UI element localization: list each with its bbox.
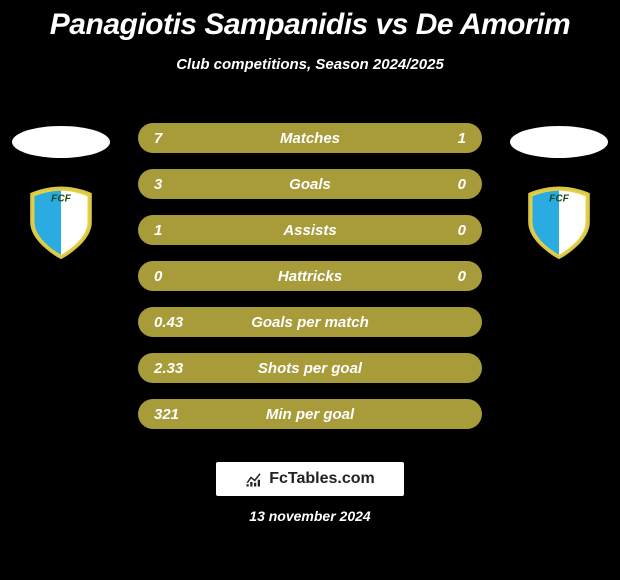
date-label: 13 november 2024 <box>0 508 620 524</box>
stat-rows: 7Matches13Goals01Assists00Hattricks00.43… <box>138 123 482 445</box>
stat-left-value: 321 <box>154 406 194 423</box>
stat-left-value: 3 <box>154 176 194 193</box>
club-badge-right: FCF <box>520 183 598 261</box>
page-subtitle: Club competitions, Season 2024/2025 <box>0 56 620 73</box>
stat-row: 0Hattricks0 <box>138 261 482 291</box>
stat-label: Hattricks <box>194 268 426 285</box>
stat-row: 1Assists0 <box>138 215 482 245</box>
stat-row: 2.33Shots per goal <box>138 353 482 383</box>
svg-text:FCF: FCF <box>549 194 569 205</box>
watermark-label: FcTables.com <box>269 470 375 488</box>
page-title: Panagiotis Sampanidis vs De Amorim <box>0 0 620 42</box>
stat-row: 3Goals0 <box>138 169 482 199</box>
stat-row: 321Min per goal <box>138 399 482 429</box>
stat-left-value: 0.43 <box>154 314 194 331</box>
stat-left-value: 7 <box>154 130 194 147</box>
watermark: FcTables.com <box>216 462 404 496</box>
stat-label: Shots per goal <box>194 360 426 377</box>
stat-label: Goals per match <box>194 314 426 331</box>
stat-right-value: 0 <box>426 222 466 239</box>
player-left-avatar <box>12 126 110 158</box>
svg-text:FCF: FCF <box>51 194 71 205</box>
stat-label: Goals <box>194 176 426 193</box>
stat-left-value: 1 <box>154 222 194 239</box>
stat-row: 0.43Goals per match <box>138 307 482 337</box>
stat-left-value: 0 <box>154 268 194 285</box>
stat-right-value: 0 <box>426 268 466 285</box>
stat-label: Matches <box>194 130 426 147</box>
stat-row: 7Matches1 <box>138 123 482 153</box>
stat-left-value: 2.33 <box>154 360 194 377</box>
chart-icon <box>245 470 263 488</box>
player-right-avatar <box>510 126 608 158</box>
stat-right-value: 1 <box>426 130 466 147</box>
stat-label: Min per goal <box>194 406 426 423</box>
club-badge-left: FCF <box>22 183 100 261</box>
stat-right-value: 0 <box>426 176 466 193</box>
stat-label: Assists <box>194 222 426 239</box>
